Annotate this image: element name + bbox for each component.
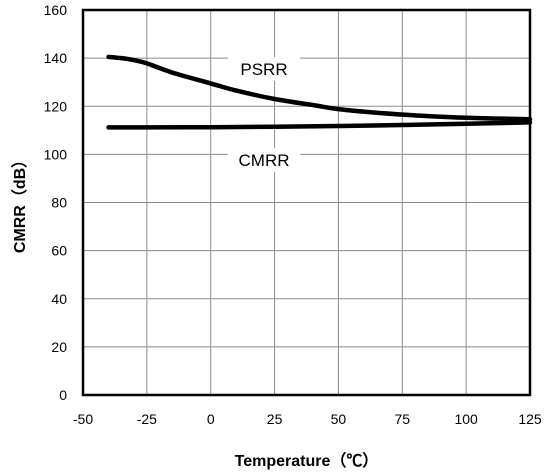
x-tick-label: 50 (331, 411, 347, 427)
y-tick-label: 80 (51, 195, 67, 211)
series-line-psrr (106, 54, 533, 122)
y-tick-label: 160 (44, 2, 68, 18)
x-tick-label: 25 (267, 411, 283, 427)
x-tick-label: -25 (137, 411, 157, 427)
series-label-box (228, 148, 300, 172)
y-tick-label: 120 (44, 98, 68, 114)
x-tick-labels: -50 -25 0 25 50 75 100 125 (73, 411, 542, 427)
y-tick-label: 0 (59, 387, 67, 403)
x-tick-label: -50 (73, 411, 93, 427)
x-tick-label: 75 (394, 411, 410, 427)
y-axis-title: CMRR（dB） (11, 152, 29, 253)
y-tick-labels: 0 20 40 60 80 100 120 140 160 (44, 2, 68, 403)
y-tick-label: 40 (51, 291, 67, 307)
series-label-box (228, 57, 300, 81)
y-tick-label: 60 (51, 243, 67, 259)
series-line-cmrr (106, 120, 533, 130)
series-label-psrr: PSRR (240, 60, 287, 79)
x-axis-title: Temperature（℃） (235, 452, 379, 470)
x-tick-label: 0 (207, 411, 215, 427)
grid (82, 9, 531, 396)
y-tick-label: 140 (44, 50, 68, 66)
y-tick-label: 20 (51, 339, 67, 355)
x-tick-label: 125 (518, 411, 542, 427)
plot-frame (81, 8, 532, 397)
y-tick-label: 100 (44, 146, 68, 162)
series-label-cmrr: CMRR (239, 151, 290, 170)
x-tick-label: 100 (454, 411, 478, 427)
series-lines (106, 54, 533, 130)
series-labels: PSRR CMRR (228, 57, 300, 172)
